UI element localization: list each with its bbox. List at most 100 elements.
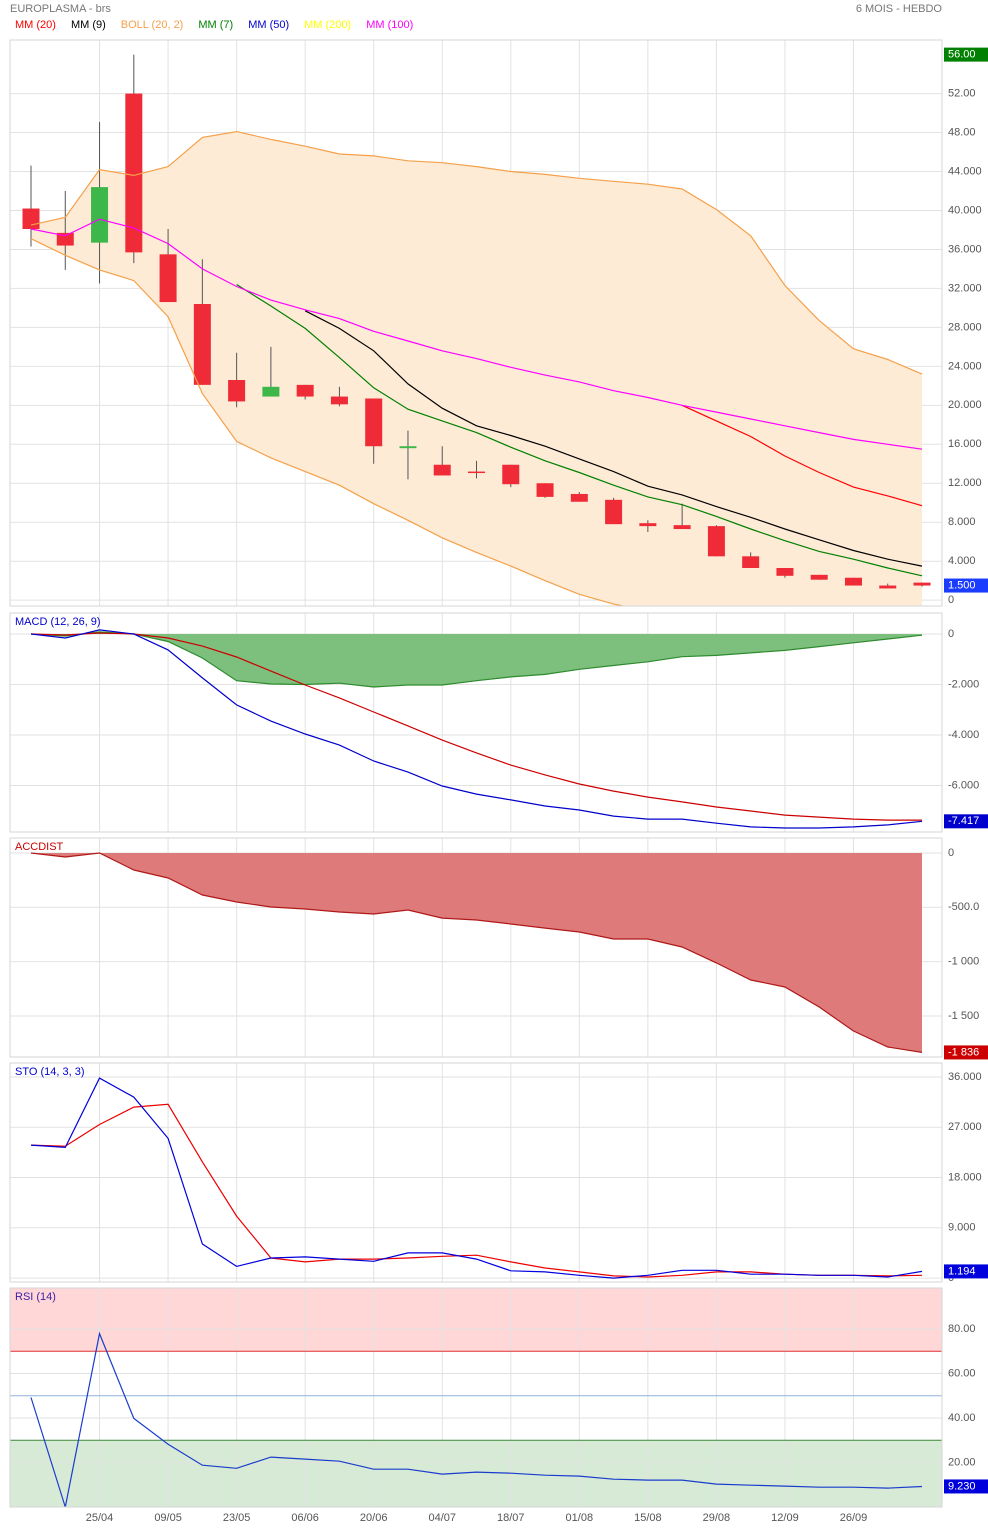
panel-frame (9, 837, 943, 1058)
x-tick-label: 26/09 (840, 1512, 868, 1524)
candle-body (844, 577, 862, 586)
y-tick-label: 4.000 (948, 555, 976, 567)
line (30, 629, 923, 829)
panel (10, 1288, 942, 1507)
x-tick-label: 29/08 (703, 1512, 731, 1524)
y-tick-label: 40.00 (948, 1412, 976, 1424)
x-tick-label: 04/07 (428, 1512, 456, 1524)
y-tick-label: 12.000 (948, 477, 982, 489)
value-marker-label: -1 836 (948, 1046, 979, 1058)
value-marker (944, 1479, 988, 1494)
panel (10, 1063, 942, 1282)
candle-body (330, 396, 348, 405)
y-tick-label: -1 000 (948, 956, 979, 968)
panel-title: STO (14, 3, 3) (15, 1066, 85, 1078)
x-tick-label: 12/09 (771, 1512, 799, 1524)
value-marker (944, 814, 988, 829)
line (30, 130, 923, 375)
panel-frame (9, 612, 943, 833)
candle-body (296, 384, 314, 397)
x-tick-label: 23/05 (223, 1512, 251, 1524)
value-marker-label: 9.230 (948, 1480, 976, 1492)
candle-body (673, 525, 691, 530)
value-marker (944, 47, 988, 62)
panel-frame (9, 39, 943, 607)
candle-body (913, 582, 931, 586)
value-marker (944, 1045, 988, 1060)
y-tick-label: -4.000 (948, 729, 979, 741)
candle-body (810, 574, 828, 580)
area (31, 852, 923, 1053)
legend-item: MM (7) (198, 19, 233, 31)
y-tick-label: -1 500 (948, 1010, 979, 1022)
line (30, 218, 923, 450)
y-tick-label: 0 (948, 594, 954, 606)
y-tick-label: 36.000 (948, 1071, 982, 1083)
candle-body (91, 187, 109, 243)
chart-title: EUROPLASMA - brs (10, 3, 111, 15)
legend-item: MM (50) (248, 19, 289, 31)
y-tick-label: 36.000 (948, 243, 982, 255)
line (30, 1331, 923, 1507)
x-tick-label: 15/08 (634, 1512, 662, 1524)
line (30, 631, 923, 688)
panel-frame (9, 1062, 943, 1283)
panel-title: RSI (14) (15, 1291, 56, 1303)
x-tick-label: 06/06 (291, 1512, 319, 1524)
candle-body (22, 208, 40, 229)
line (304, 310, 923, 567)
y-tick-label: 20.00 (948, 1456, 976, 1468)
y-tick-label: 60.00 (948, 1367, 976, 1379)
zone (10, 1440, 942, 1507)
panel-frame (9, 1287, 943, 1508)
x-tick-label: 18/07 (497, 1512, 525, 1524)
y-tick-label: 80.00 (948, 1323, 976, 1335)
legend-item: MM (100) (366, 19, 413, 31)
x-tick-label: 09/05 (154, 1512, 182, 1524)
x-tick-label: 20/06 (360, 1512, 388, 1524)
y-tick-label: -2.000 (948, 678, 979, 690)
panel (10, 613, 942, 832)
panel-title: ACCDIST (15, 841, 64, 853)
y-tick-label: 28.000 (948, 321, 982, 333)
candle-body (228, 379, 246, 402)
y-tick-label: -6.000 (948, 779, 979, 791)
value-marker-label: 56.00 (948, 49, 976, 61)
line (236, 283, 923, 577)
candle-body (365, 398, 383, 447)
panel-title: MACD (12, 26, 9) (15, 616, 101, 628)
candle-body (399, 446, 417, 449)
y-tick-label: 27.000 (948, 1121, 982, 1133)
value-marker (944, 1264, 988, 1279)
y-tick-label: 52.00 (948, 87, 976, 99)
area (31, 631, 923, 687)
y-tick-label: 9.000 (948, 1222, 976, 1234)
y-tick-label: 24.000 (948, 360, 982, 372)
legend-item: BOLL (20, 2) (121, 19, 184, 31)
y-tick-label: 40.000 (948, 204, 982, 216)
line (30, 238, 627, 606)
candle-body (56, 232, 74, 246)
candle-body (570, 493, 588, 502)
candle-body (125, 93, 143, 253)
candle-body (742, 556, 760, 569)
panel (10, 40, 942, 606)
value-marker-label: -7.417 (948, 815, 979, 827)
line (30, 632, 922, 821)
legend-item: MM (9) (71, 19, 106, 31)
line (681, 404, 923, 507)
candle-body (707, 526, 725, 557)
candle-body (879, 585, 897, 589)
x-tick-label: 01/08 (566, 1512, 594, 1524)
y-tick-label: 8.000 (948, 516, 976, 528)
y-tick-label: 48.00 (948, 126, 976, 138)
zone (10, 1288, 942, 1352)
value-marker-label: 1.500 (948, 579, 976, 591)
y-tick-label: 16.000 (948, 438, 982, 450)
candle-body (776, 568, 794, 576)
candle-body (159, 254, 177, 303)
line (30, 1077, 923, 1279)
x-tick-label: 25/04 (86, 1512, 114, 1524)
